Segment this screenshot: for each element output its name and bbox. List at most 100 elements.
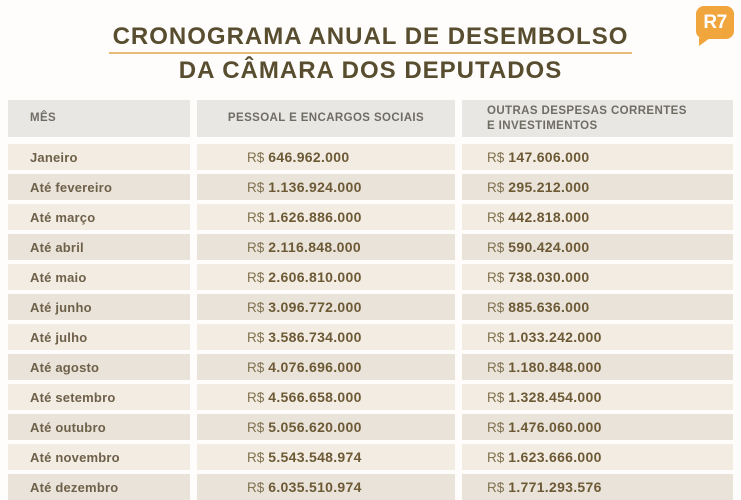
title-line-2: DA CÂMARA DOS DEPUTADOS — [178, 57, 563, 85]
header-pessoal: PESSOAL E ENCARGOS SOCIAIS — [197, 100, 455, 137]
outras-cell: R$ 1.033.242.000 — [462, 324, 733, 350]
table-row: Até maio R$ 2.606.810.000 R$ 738.030.000 — [8, 264, 733, 290]
currency-prefix: R$ — [487, 329, 505, 345]
amount-value: 738.030.000 — [508, 269, 590, 285]
table-row: Janeiro R$ 646.962.000 R$ 147.606.000 — [8, 144, 733, 170]
month-cell: Até dezembro — [8, 474, 190, 500]
outras-cell: R$ 1.180.848.000 — [462, 354, 733, 380]
pessoal-cell: R$ 4.076.696.000 — [197, 354, 455, 380]
table-header-row: MÊS PESSOAL E ENCARGOS SOCIAIS OUTRAS DE… — [8, 100, 733, 137]
table-row: Até dezembro R$ 6.035.510.974 R$ 1.771.293.5… — [8, 474, 733, 500]
outras-cell: R$ 1.771.293.576 — [462, 474, 733, 500]
pessoal-cell: R$ 2.116.848.000 — [197, 234, 455, 260]
table-row: Até junho R$ 3.096.772.000 R$ 885.636.000 — [8, 294, 733, 320]
amount-value: 147.606.000 — [508, 149, 590, 165]
page-title: CRONOGRAMA ANUAL DE DESEMBOLSO DA CÂMARA… — [0, 24, 741, 83]
outras-cell: R$ 1.623.666.000 — [462, 444, 733, 470]
pessoal-cell: R$ 646.962.000 — [197, 144, 455, 170]
pessoal-cell: R$ 2.606.810.000 — [197, 264, 455, 290]
disbursement-table: MÊS PESSOAL E ENCARGOS SOCIAIS OUTRAS DE… — [8, 100, 733, 500]
amount-value: 4.566.658.000 — [268, 389, 362, 405]
table-row: Até outubro R$ 5.056.620.000 R$ 1.476.060.00… — [8, 414, 733, 440]
outras-cell: R$ 590.424.000 — [462, 234, 733, 260]
amount-value: 1.328.454.000 — [508, 389, 602, 405]
month-cell: Até maio — [8, 264, 190, 290]
amount-value: 5.056.620.000 — [268, 419, 362, 435]
amount-value: 1.033.242.000 — [508, 329, 602, 345]
header-month: MÊS — [8, 100, 190, 137]
table-row: Até novembro R$ 5.543.548.974 R$ 1.623.666.0… — [8, 444, 733, 470]
month-cell: Até março — [8, 204, 190, 230]
r7-logo-text: R7 — [703, 12, 727, 33]
month-cell: Até abril — [8, 234, 190, 260]
pessoal-cell: R$ 3.096.772.000 — [197, 294, 455, 320]
currency-prefix: R$ — [487, 359, 505, 375]
currency-prefix: R$ — [247, 359, 265, 375]
currency-prefix: R$ — [247, 179, 265, 195]
currency-prefix: R$ — [487, 239, 505, 255]
amount-value: 1.180.848.000 — [508, 359, 602, 375]
table-row: Até fevereiro R$ 1.136.924.000 R$ 295.212.00… — [8, 174, 733, 200]
currency-prefix: R$ — [247, 149, 265, 165]
currency-prefix: R$ — [247, 269, 265, 285]
currency-prefix: R$ — [487, 209, 505, 225]
month-cell: Janeiro — [8, 144, 190, 170]
amount-value: 1.136.924.000 — [268, 179, 362, 195]
pessoal-cell: R$ 5.056.620.000 — [197, 414, 455, 440]
currency-prefix: R$ — [247, 389, 265, 405]
amount-value: 5.543.548.974 — [268, 449, 362, 465]
amount-value: 2.116.848.000 — [268, 239, 361, 255]
table-row: Até julho R$ 3.586.734.000 R$ 1.033.242.000 — [8, 324, 733, 350]
r7-logo: R7 — [696, 6, 734, 46]
amount-value: 646.962.000 — [268, 149, 350, 165]
month-cell: Até junho — [8, 294, 190, 320]
table-row: Até setembro R$ 4.566.658.000 R$ 1.328.454.0… — [8, 384, 733, 410]
currency-prefix: R$ — [487, 149, 505, 165]
currency-prefix: R$ — [247, 449, 265, 465]
currency-prefix: R$ — [247, 479, 265, 495]
currency-prefix: R$ — [487, 479, 505, 495]
amount-value: 3.096.772.000 — [268, 299, 362, 315]
amount-value: 1.476.060.000 — [508, 419, 602, 435]
month-cell: Até agosto — [8, 354, 190, 380]
outras-cell: R$ 885.636.000 — [462, 294, 733, 320]
amount-value: 2.606.810.000 — [268, 269, 362, 285]
amount-value: 6.035.510.974 — [268, 479, 362, 495]
outras-cell: R$ 1.328.454.000 — [462, 384, 733, 410]
outras-cell: R$ 442.818.000 — [462, 204, 733, 230]
currency-prefix: R$ — [247, 299, 265, 315]
amount-value: 885.636.000 — [508, 299, 590, 315]
outras-cell: R$ 295.212.000 — [462, 174, 733, 200]
currency-prefix: R$ — [487, 269, 505, 285]
outras-cell: R$ 738.030.000 — [462, 264, 733, 290]
amount-value: 1.771.293.576 — [508, 479, 602, 495]
pessoal-cell: R$ 6.035.510.974 — [197, 474, 455, 500]
outras-cell: R$ 1.476.060.000 — [462, 414, 733, 440]
month-cell: Até outubro — [8, 414, 190, 440]
currency-prefix: R$ — [247, 239, 265, 255]
amount-value: 590.424.000 — [508, 239, 590, 255]
pessoal-cell: R$ 5.543.548.974 — [197, 444, 455, 470]
header-outras: OUTRAS DESPESAS CORRENTES E INVESTIMENTO… — [462, 100, 733, 137]
outras-cell: R$ 147.606.000 — [462, 144, 733, 170]
title-line-1: CRONOGRAMA ANUAL DE DESEMBOLSO — [108, 24, 633, 55]
currency-prefix: R$ — [487, 299, 505, 315]
month-cell: Até fevereiro — [8, 174, 190, 200]
table-body: Janeiro R$ 646.962.000 R$ 147.606.000 Até fev… — [8, 144, 733, 500]
pessoal-cell: R$ 3.586.734.000 — [197, 324, 455, 350]
amount-value: 295.212.000 — [508, 179, 590, 195]
currency-prefix: R$ — [487, 449, 505, 465]
table-row: Até abril R$ 2.116.848.000 R$ 590.424.000 — [8, 234, 733, 260]
currency-prefix: R$ — [247, 209, 265, 225]
amount-value: 442.818.000 — [508, 209, 590, 225]
month-cell: Até julho — [8, 324, 190, 350]
pessoal-cell: R$ 1.136.924.000 — [197, 174, 455, 200]
currency-prefix: R$ — [247, 329, 265, 345]
pessoal-cell: R$ 1.626.886.000 — [197, 204, 455, 230]
amount-value: 1.623.666.000 — [508, 449, 602, 465]
amount-value: 4.076.696.000 — [268, 359, 362, 375]
amount-value: 3.586.734.000 — [268, 329, 362, 345]
table-row: Até março R$ 1.626.886.000 R$ 442.818.000 — [8, 204, 733, 230]
currency-prefix: R$ — [247, 419, 265, 435]
amount-value: 1.626.886.000 — [268, 209, 362, 225]
